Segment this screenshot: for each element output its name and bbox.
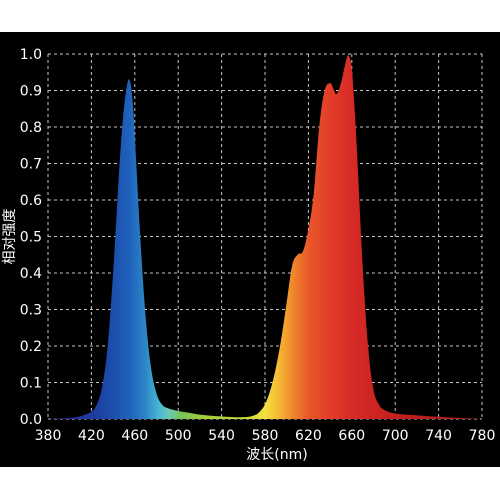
x-tick-label: 420	[78, 428, 105, 444]
spectrum-area	[48, 54, 482, 419]
y-tick-label: 0.2	[20, 339, 42, 355]
y-tick-label: 0.4	[20, 266, 42, 282]
y-tick-label: 0.9	[20, 84, 42, 100]
y-tick-labels: 0.0 0.1 0.2 0.3 0.4 0.5 0.6 0.7 0.8 0.9 1.0	[20, 47, 42, 428]
x-tick-label: 460	[121, 428, 148, 444]
x-tick-label: 500	[165, 428, 192, 444]
y-tick-label: 0.5	[20, 230, 42, 246]
x-tick-label: 620	[295, 428, 322, 444]
x-tick-label: 700	[382, 428, 409, 444]
y-tick-label: 0.3	[20, 303, 42, 319]
x-tick-label: 540	[208, 428, 235, 444]
y-tick-label: 0.8	[20, 120, 42, 136]
x-tick-label: 580	[252, 428, 279, 444]
x-tick-label: 660	[338, 428, 365, 444]
y-tick-label: 0.1	[20, 376, 42, 392]
x-tick-label: 780	[469, 428, 496, 444]
spectrum-chart: 0.0 0.1 0.2 0.3 0.4 0.5 0.6 0.7 0.8 0.9 1.0 380 420…	[2, 47, 496, 463]
y-tick-label: 0.0	[20, 412, 42, 428]
y-axis-title: 相对强度	[2, 209, 18, 265]
chart-panel: 0.0 0.1 0.2 0.3 0.4 0.5 0.6 0.7 0.8 0.9 1.0 380 420…	[0, 32, 500, 467]
x-axis-title: 波长(nm)	[246, 447, 307, 463]
y-tick-label: 1.0	[20, 47, 42, 63]
x-tick-labels: 380 420 460 500 540 580 620 660 700 740 780	[35, 428, 496, 444]
y-tick-label: 0.7	[20, 157, 42, 173]
x-tick-label: 380	[35, 428, 62, 444]
y-tick-label: 0.6	[20, 193, 42, 209]
x-tick-label: 740	[425, 428, 452, 444]
